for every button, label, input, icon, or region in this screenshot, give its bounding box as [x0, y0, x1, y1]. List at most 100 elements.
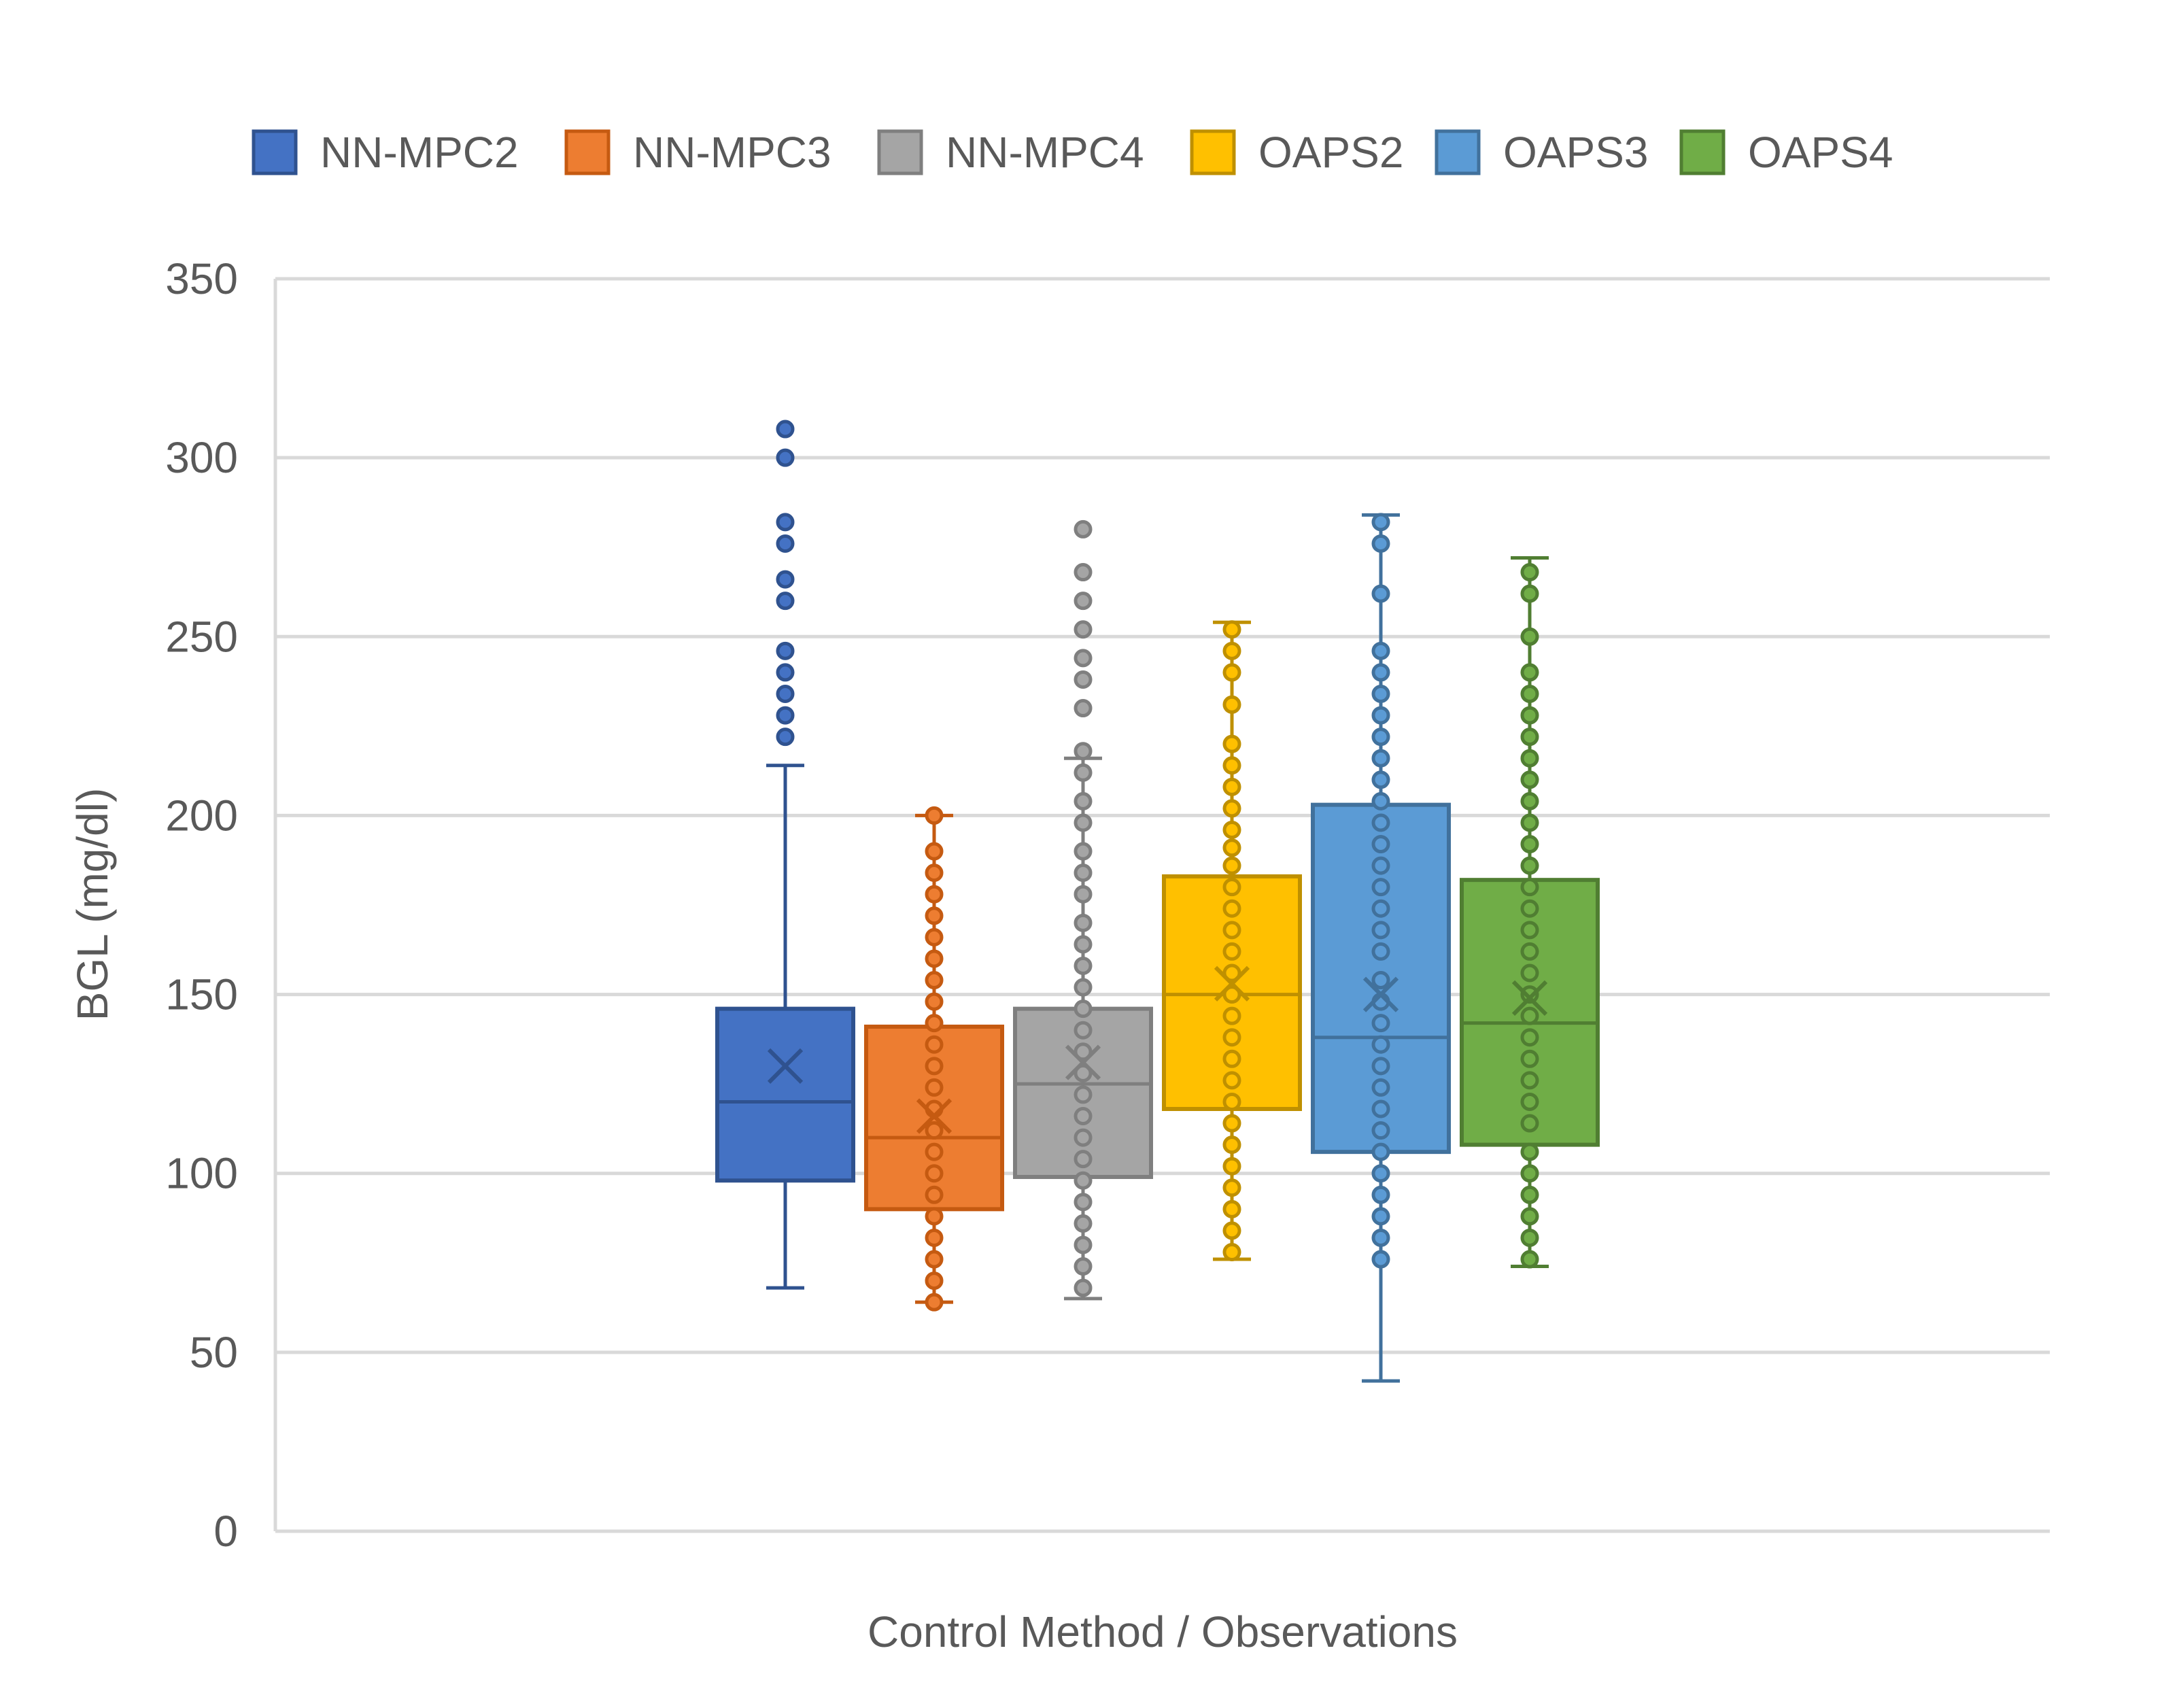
series-group: [1460, 556, 1600, 1269]
data-point: [925, 1228, 944, 1247]
data-point: [1520, 1185, 1539, 1204]
data-point: [1074, 1193, 1093, 1212]
data-point: [1371, 899, 1390, 918]
data-point: [1222, 1157, 1241, 1176]
data-point: [1222, 663, 1241, 682]
series-group: [715, 420, 855, 1290]
legend-item: OAPS3: [1435, 128, 1648, 177]
data-point: [1074, 978, 1093, 997]
legend-label: NN-MPC2: [320, 128, 519, 177]
data-point: [1520, 1071, 1539, 1090]
y-tick-label: 50: [190, 1328, 238, 1377]
data-point: [1520, 684, 1539, 703]
data-point: [925, 864, 944, 883]
mean-marker: [1065, 1044, 1101, 1080]
mean-marker: [1362, 976, 1399, 1012]
data-point: [1520, 584, 1539, 603]
data-point: [1371, 706, 1390, 725]
data-point: [1074, 864, 1093, 883]
y-tick-label: 250: [165, 612, 238, 661]
data-point: [776, 706, 795, 725]
data-point: [1371, 1250, 1390, 1269]
data-point: [1074, 1063, 1093, 1082]
legend-swatch: [252, 129, 298, 175]
data-point: [1520, 749, 1539, 768]
data-point: [1074, 1278, 1093, 1297]
mean-marker: [916, 1098, 953, 1134]
data-point: [925, 806, 944, 825]
data-point: [925, 842, 944, 861]
data-point: [776, 663, 795, 682]
data-point: [925, 906, 944, 925]
series-group: [1311, 513, 1451, 1383]
data-point: [1074, 563, 1093, 582]
data-point: [1074, 1235, 1093, 1254]
mean-marker: [767, 1048, 804, 1084]
legend-item: OAPS2: [1190, 128, 1403, 177]
data-point: [1222, 942, 1241, 961]
data-point: [1074, 519, 1093, 539]
data-point: [1222, 921, 1241, 940]
data-point: [1074, 649, 1093, 668]
data-point: [1371, 1078, 1390, 1097]
data-point: [776, 684, 795, 703]
gridlines: [275, 277, 2050, 1533]
data-point: [1074, 1257, 1093, 1276]
data-point: [1222, 1178, 1241, 1197]
data-point: [1222, 1049, 1241, 1068]
legend-item: NN-MPC2: [252, 128, 519, 177]
data-point: [1222, 820, 1241, 839]
data-point: [925, 1142, 944, 1161]
legend-swatch: [1435, 129, 1481, 175]
data-point: [1371, 1099, 1390, 1118]
data-point: [1520, 627, 1539, 646]
series-group: [1162, 620, 1302, 1261]
data-point: [1371, 791, 1390, 810]
data-point: [1222, 899, 1241, 918]
data-point: [1074, 1150, 1093, 1169]
data-point: [1371, 971, 1390, 990]
data-point: [1371, 641, 1390, 660]
data-point: [1371, 1014, 1390, 1033]
data-point: [1520, 1164, 1539, 1183]
box: [715, 1006, 855, 1183]
data-point: [1074, 670, 1093, 689]
data-point: [1371, 1228, 1390, 1247]
data-point: [1371, 1207, 1390, 1226]
legend-label: NN-MPC3: [633, 128, 831, 177]
data-point: [925, 1014, 944, 1033]
mean-marker: [1511, 980, 1548, 1016]
data-point: [1222, 1071, 1241, 1090]
data-point: [1371, 684, 1390, 703]
data-point: [1520, 878, 1539, 897]
data-point: [1222, 1006, 1241, 1025]
data-point: [1520, 835, 1539, 854]
data-point: [925, 1164, 944, 1183]
legend-label: OAPS2: [1258, 128, 1403, 177]
y-tick-label: 0: [213, 1507, 238, 1556]
legend-label: OAPS4: [1748, 128, 1893, 177]
data-point: [1520, 1250, 1539, 1269]
data-point: [1520, 706, 1539, 725]
legend-swatch: [1190, 129, 1236, 175]
data-point: [776, 728, 795, 747]
data-point: [1520, 1049, 1539, 1068]
data-point: [1520, 899, 1539, 918]
data-point: [1371, 813, 1390, 832]
y-axis-label: BGL (mg/dl): [68, 788, 117, 1021]
data-point: [1074, 1128, 1093, 1147]
data-point: [776, 570, 795, 589]
data-point: [1371, 1121, 1390, 1140]
data-point: [1520, 563, 1539, 582]
data-point: [1222, 1028, 1241, 1047]
data-point: [776, 420, 795, 439]
data-point: [1222, 620, 1241, 639]
data-point: [1222, 1135, 1241, 1155]
data-point: [1520, 1092, 1539, 1111]
data-point: [925, 971, 944, 990]
data-point: [1074, 813, 1093, 832]
data-point: [925, 1250, 944, 1269]
y-axis: 0 50 100 150 200 250 300 350: [165, 254, 277, 1556]
data-point: [1520, 1114, 1539, 1133]
data-point: [776, 448, 795, 467]
